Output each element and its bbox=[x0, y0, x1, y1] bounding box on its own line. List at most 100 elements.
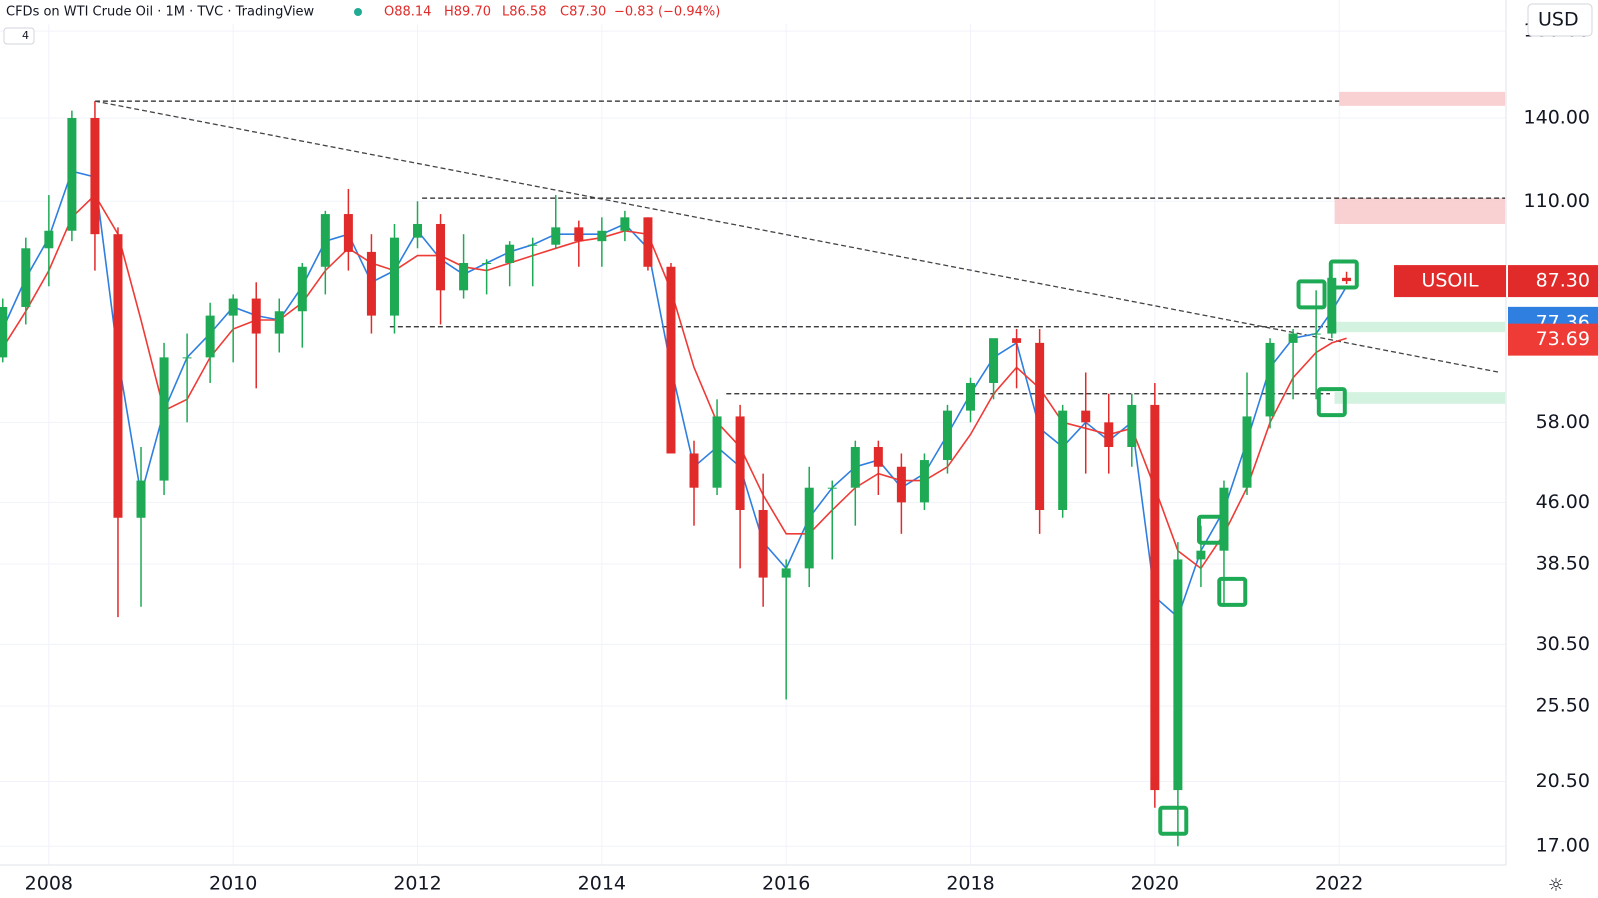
ohlc-open: O88.14 bbox=[384, 5, 431, 20]
header-bg bbox=[0, 0, 1140, 24]
ohlc-change: −0.83 (−0.94%) bbox=[614, 5, 720, 20]
candle-body bbox=[643, 217, 653, 267]
candle-body bbox=[136, 480, 146, 518]
candle-body bbox=[1196, 550, 1206, 560]
trend-line bbox=[94, 100, 1501, 374]
candle-body bbox=[343, 214, 353, 252]
candle-body bbox=[228, 298, 238, 316]
candle-body bbox=[850, 447, 860, 488]
candle-body bbox=[873, 447, 883, 467]
symbol-label: USOIL bbox=[1421, 270, 1479, 292]
y-tick-label: 17.00 bbox=[1536, 835, 1590, 857]
candle-body bbox=[1327, 277, 1337, 334]
currency: USD bbox=[1538, 9, 1579, 31]
candle-body bbox=[182, 357, 192, 359]
zone bbox=[1339, 91, 1506, 106]
candle-body bbox=[942, 410, 952, 461]
candle-body bbox=[1265, 342, 1275, 417]
candle-body bbox=[1288, 333, 1298, 343]
candle-body bbox=[1035, 342, 1045, 510]
candle-body bbox=[205, 315, 215, 358]
zone bbox=[1334, 198, 1506, 224]
candle-body bbox=[827, 487, 837, 489]
highlight-box bbox=[1328, 259, 1359, 290]
candle-body bbox=[919, 460, 929, 503]
candle-body bbox=[804, 487, 814, 569]
candle-body bbox=[113, 234, 123, 518]
candle-body bbox=[67, 117, 77, 231]
y-tick-label: 46.00 bbox=[1536, 491, 1590, 513]
candle-body bbox=[781, 568, 791, 578]
y-tick-label: 140.00 bbox=[1524, 106, 1590, 128]
y-tick-label: 58.00 bbox=[1536, 411, 1590, 433]
ohlc-low: L86.58 bbox=[502, 5, 546, 20]
candle-body bbox=[989, 338, 999, 383]
x-tick-label: 2008 bbox=[25, 873, 73, 895]
indicator-toggle[interactable] bbox=[3, 27, 35, 45]
candle-body bbox=[159, 357, 169, 481]
y-tick-label: 30.50 bbox=[1536, 633, 1590, 655]
candle-body bbox=[712, 416, 722, 488]
candle-body bbox=[436, 223, 446, 291]
y-tick-label: 38.50 bbox=[1536, 552, 1590, 574]
price-label-box bbox=[1508, 265, 1598, 298]
x-tick-label: 2020 bbox=[1131, 873, 1179, 895]
candle-body bbox=[1173, 559, 1183, 791]
candle-body bbox=[1081, 410, 1091, 423]
candle-body bbox=[44, 230, 54, 249]
candle-body bbox=[459, 262, 469, 291]
price-label-box bbox=[1508, 323, 1598, 356]
candle-body bbox=[0, 306, 8, 358]
candle-body bbox=[1242, 416, 1252, 488]
settings-icon[interactable]: ☼ bbox=[1548, 875, 1564, 896]
status-dot bbox=[354, 8, 362, 16]
candle-body bbox=[482, 262, 492, 264]
candle-body bbox=[666, 266, 676, 454]
chart-title: CFDs on WTI Crude Oil · 1M · TVC · Tradi… bbox=[6, 5, 315, 20]
candle-body bbox=[966, 382, 976, 411]
candle-body bbox=[251, 298, 261, 334]
highlight-box bbox=[1217, 576, 1248, 607]
candle-body bbox=[1127, 404, 1137, 448]
x-tick-label: 2022 bbox=[1315, 873, 1363, 895]
candle-body bbox=[597, 230, 607, 242]
candle-body bbox=[21, 248, 31, 307]
currency-button[interactable] bbox=[1527, 3, 1593, 37]
candle-body bbox=[1104, 422, 1114, 448]
candle-body bbox=[620, 217, 630, 231]
ohlc-close: C87.30 bbox=[560, 5, 606, 20]
candle-body bbox=[574, 227, 584, 242]
x-tick-label: 2012 bbox=[393, 873, 441, 895]
candle-body bbox=[320, 214, 330, 267]
price-label: 73.69 bbox=[1536, 328, 1590, 350]
candle-body bbox=[1058, 410, 1068, 510]
candle-body bbox=[896, 466, 906, 503]
candle-body bbox=[1342, 277, 1352, 282]
candle-body bbox=[389, 237, 399, 316]
candle-body bbox=[528, 244, 538, 246]
x-tick-label: 2016 bbox=[762, 873, 810, 895]
y-tick-label: 25.50 bbox=[1536, 695, 1590, 717]
y-tick-label: 20.50 bbox=[1536, 770, 1590, 792]
candle-body bbox=[413, 223, 423, 238]
candle-body bbox=[1150, 404, 1160, 791]
candle-body bbox=[758, 509, 768, 578]
candle-body bbox=[1311, 333, 1321, 335]
candle-body bbox=[505, 244, 515, 263]
candle-body bbox=[689, 453, 699, 488]
candle-body bbox=[735, 416, 745, 510]
highlight-box bbox=[1158, 805, 1189, 836]
x-tick-label: 2014 bbox=[578, 873, 626, 895]
candle-body bbox=[90, 117, 100, 235]
candle-body bbox=[274, 311, 284, 334]
candle-body bbox=[366, 251, 376, 316]
ohlc-high: H89.70 bbox=[444, 5, 491, 20]
symbol-box bbox=[1394, 265, 1506, 298]
indicator-count: 4 bbox=[22, 29, 29, 42]
highlight-box bbox=[1316, 387, 1347, 418]
zone bbox=[1334, 321, 1506, 333]
zone bbox=[1334, 392, 1506, 404]
highlight-box bbox=[1196, 514, 1227, 545]
